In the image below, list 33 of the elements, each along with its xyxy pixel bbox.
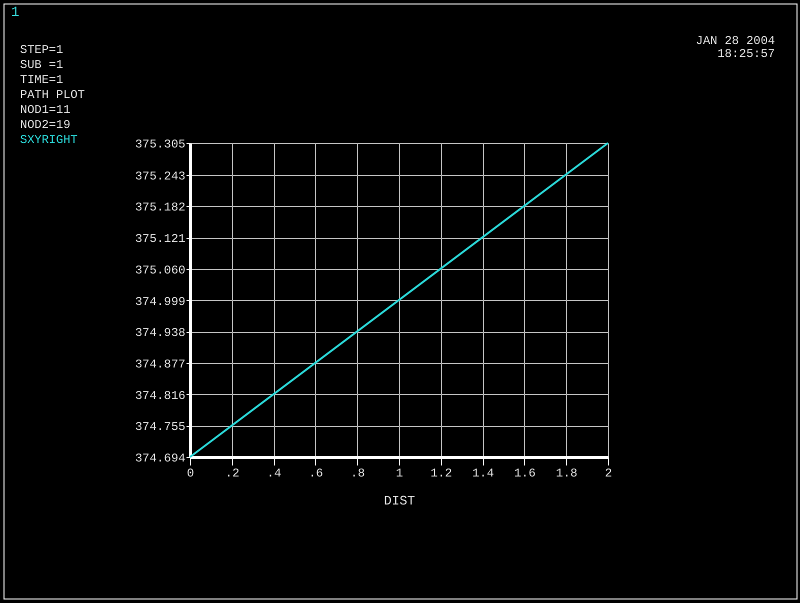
y-tick-label: 375.305: [135, 138, 186, 152]
y-tick-label: 374.938: [135, 326, 186, 340]
x-tick-label: .2: [225, 466, 240, 480]
y-tick-label: 375.182: [135, 200, 186, 215]
text: SUB =1: [20, 58, 64, 72]
y-tick-label: 375.121: [135, 232, 186, 246]
text: PATH PLOT: [20, 88, 85, 102]
text: TIME=1: [20, 73, 64, 87]
x-tick-label: .6: [308, 466, 324, 480]
y-tick-label: 374.816: [135, 388, 186, 403]
y-tick-label: 375.060: [135, 263, 186, 278]
text: NOD2=19: [20, 118, 70, 132]
x-tick-label: .8: [350, 466, 365, 480]
x-tick-label: 1.4: [472, 466, 494, 480]
text: 18:25:57: [717, 47, 775, 61]
x-tick-label: 0: [186, 466, 194, 480]
y-tick-label: 374.877: [135, 357, 186, 372]
x-tick-label: 1.8: [556, 466, 578, 480]
y-tick-label: 374.694: [135, 452, 186, 466]
text: SXYRIGHT: [20, 133, 78, 147]
x-tick-label: 1: [396, 466, 404, 480]
x-tick-label: 1.6: [514, 466, 536, 480]
text: JAN 28 2004: [696, 34, 775, 48]
y-tick-label: 374.755: [135, 420, 186, 434]
x-tick-label: 2: [604, 466, 612, 480]
y-tick-label: 375.243: [135, 169, 186, 184]
x-tick-label: .4: [266, 466, 282, 480]
text: STEP=1: [20, 43, 64, 57]
x-axis-title: DIST: [384, 494, 416, 508]
text: 1: [11, 5, 20, 21]
x-tick-label: 1.2: [430, 466, 452, 480]
y-tick-label: 374.999: [135, 294, 186, 309]
text: NOD1=11: [20, 103, 70, 117]
